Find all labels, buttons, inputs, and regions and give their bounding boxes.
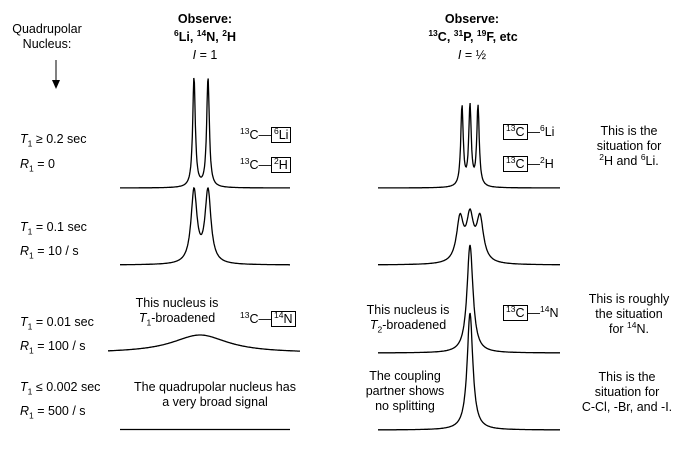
right-spectrum-row1 bbox=[378, 102, 560, 189]
row1-t1: T1 ≥ 0.2 sec bbox=[20, 132, 87, 149]
right-spectrum-row4 bbox=[378, 312, 560, 431]
left-observe-nuclei: 6Li, 14N, 2H bbox=[173, 27, 236, 44]
label-c13-n14-left: 13C— 14N bbox=[240, 311, 296, 327]
note-situation-h-li: This is the situation for 2H and 6Li. bbox=[596, 124, 662, 168]
right-spectrum-row2 bbox=[378, 208, 560, 266]
right-observe-heading: Observe: bbox=[444, 12, 500, 26]
right-spectrum-row3 bbox=[378, 244, 560, 354]
label-c13-li6-left: 13C— 6Li bbox=[240, 127, 292, 143]
note-t1-broadened: This nucleus is T1-broadened bbox=[135, 296, 219, 328]
note-quadrupolar-broad: The quadrupolar nucleus has a very broad… bbox=[134, 380, 296, 409]
left-observe-heading: Observe: bbox=[177, 12, 233, 26]
label-c13-h2-right: 13C —2H bbox=[503, 156, 554, 172]
note-t2-broadened: This nucleus is T2-broadened bbox=[366, 303, 450, 335]
note-coupling-partner: The coupling partner shows no splitting bbox=[365, 369, 445, 413]
label-c13-li6-right: 13C —6Li bbox=[503, 124, 554, 140]
row1-r1: R1 = 0 bbox=[20, 157, 55, 174]
row2-t1: T1 = 0.1 sec bbox=[20, 220, 87, 237]
right-observe-nuclei: 13C, 31P, 19F, etc bbox=[428, 27, 518, 44]
row3-t1: T1 = 0.01 sec bbox=[20, 315, 94, 332]
left-spectrum-row2 bbox=[120, 187, 290, 266]
left-spectrum-row1 bbox=[120, 77, 290, 189]
label-c13-h2-left: 13C— 2H bbox=[240, 157, 291, 173]
down-arrow-icon bbox=[52, 60, 60, 89]
note-situation-n14: This is roughly the situation for 14N. bbox=[588, 292, 670, 336]
row2-r1: R1 = 10 / s bbox=[20, 244, 79, 261]
row4-r1: R1 = 500 / s bbox=[20, 404, 86, 421]
quadrupolar-nucleus-label: Quadrupolar Nucleus: bbox=[12, 22, 82, 51]
label-c13-n14-right: 13C —14N bbox=[503, 305, 559, 321]
right-spin: I = ½ bbox=[457, 48, 487, 62]
note-situation-halogens: This is the situation for C-Cl, -Br, and… bbox=[581, 370, 673, 414]
row3-r1: R1 = 100 / s bbox=[20, 339, 86, 356]
left-spin: I = 1 bbox=[192, 48, 218, 62]
left-spectrum-row3 bbox=[108, 334, 300, 352]
row4-t1: T1 ≤ 0.002 sec bbox=[20, 380, 101, 397]
